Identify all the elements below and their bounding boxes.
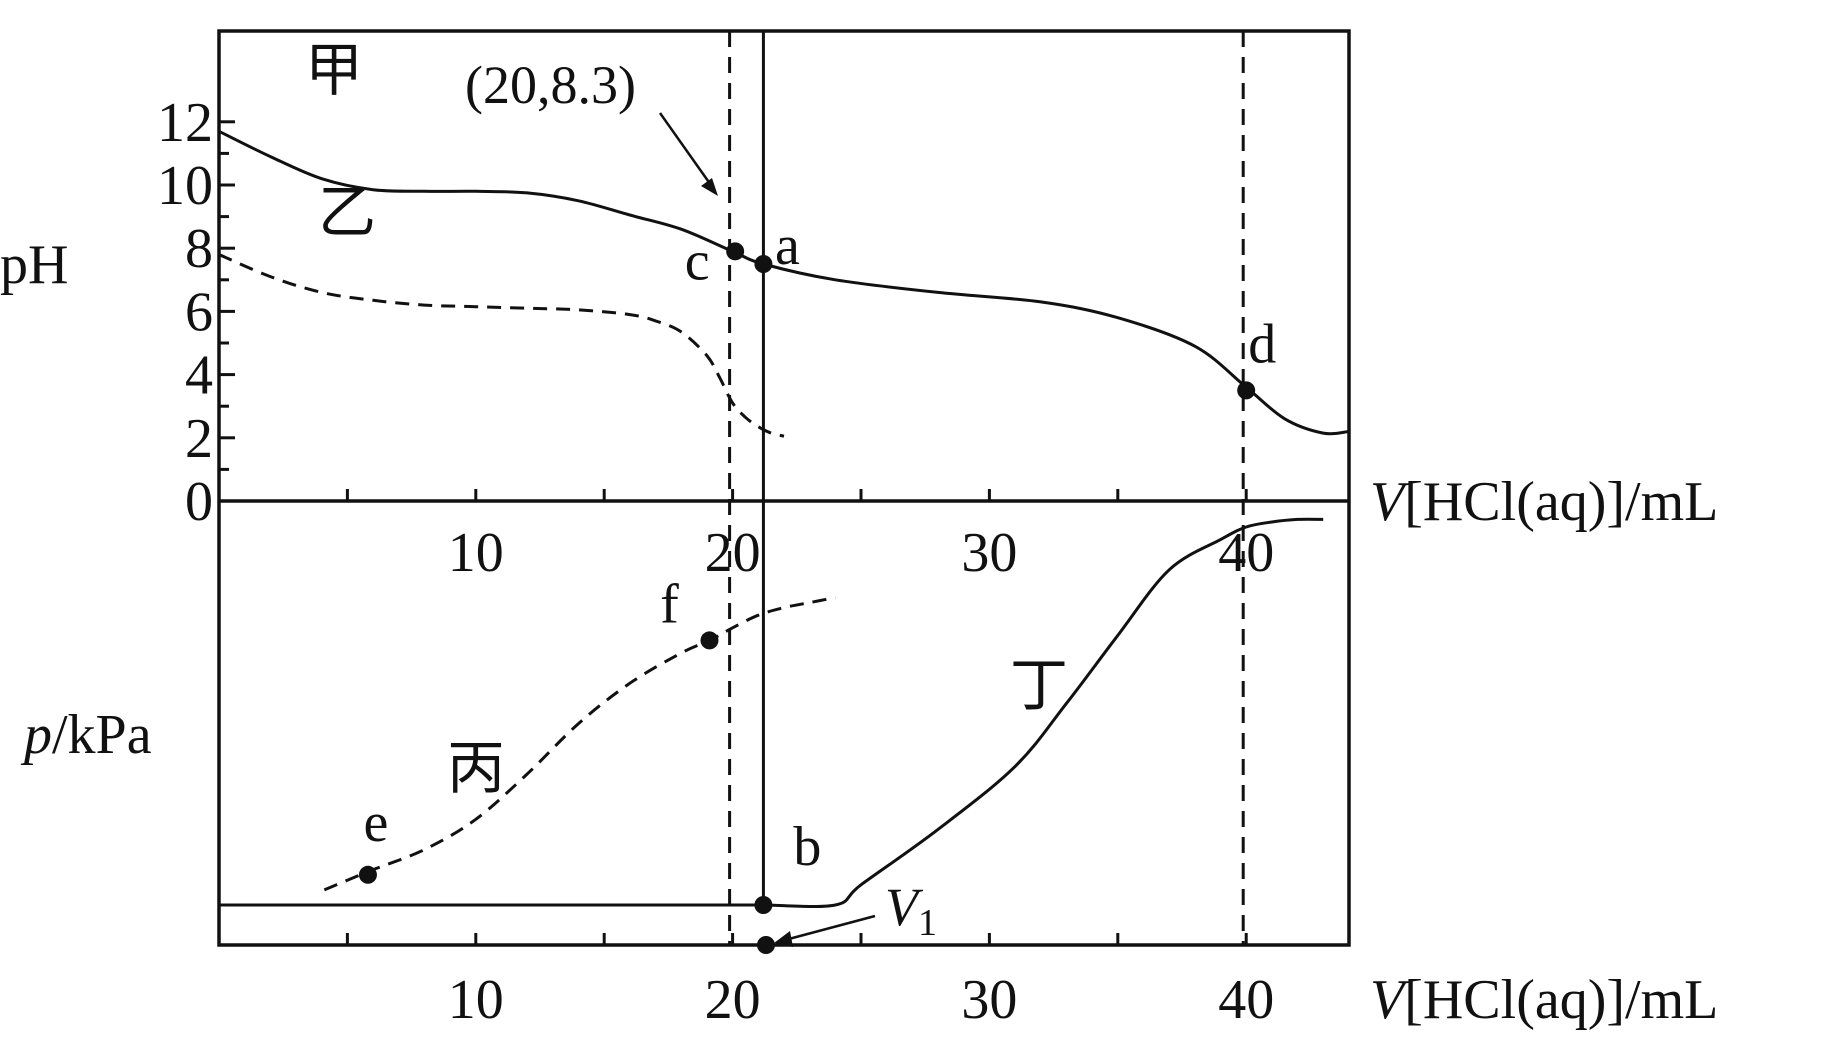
ph-y-tick-label: 2 bbox=[185, 408, 213, 470]
point-c bbox=[726, 242, 745, 261]
point-label-e: e bbox=[364, 792, 389, 854]
pressure-x-ticks: 10 20 30 40 bbox=[345, 933, 1274, 1031]
pressure-x-tick-label: 20 bbox=[705, 969, 761, 1031]
pressure-x-tick-label: 30 bbox=[961, 969, 1017, 1031]
series-yi-label: 乙 bbox=[318, 180, 376, 245]
series-jia-label: 甲 bbox=[305, 38, 363, 103]
point-f bbox=[700, 631, 719, 650]
point-d bbox=[1237, 381, 1256, 400]
pressure-points: e f b bbox=[358, 573, 821, 954]
point-label-f: f bbox=[660, 573, 679, 635]
point-b bbox=[754, 896, 773, 914]
point-label-c: c bbox=[685, 230, 710, 292]
ph-x-ticks: 10 20 30 40 bbox=[345, 489, 1274, 584]
ph-x-tick-label: 30 bbox=[961, 522, 1017, 584]
point-label-d: d bbox=[1248, 313, 1276, 375]
pressure-x-axis-title: V[HCl(aq)]/mL bbox=[1370, 969, 1718, 1031]
ph-y-tick-label: 6 bbox=[185, 281, 213, 343]
series-ding-label: 丁 bbox=[1010, 653, 1068, 718]
ph-points: c a d bbox=[685, 215, 1276, 400]
series-ding-line bbox=[219, 517, 1324, 909]
point-e bbox=[358, 865, 377, 884]
v1-arrowhead bbox=[774, 931, 793, 947]
ph-x-axis-title: V[HCl(aq)]/mL bbox=[1370, 471, 1718, 533]
point-label-b: b bbox=[793, 816, 821, 878]
ph-y-tick-label: 4 bbox=[185, 345, 213, 407]
series-jia-line bbox=[218, 129, 1350, 436]
reference-lines bbox=[728, 31, 1245, 945]
point-a bbox=[754, 255, 773, 273]
ph-y-tick-label: 10 bbox=[157, 155, 213, 217]
series-bing-label: 丙 bbox=[447, 736, 505, 801]
annotation-arrowhead bbox=[701, 178, 718, 196]
pressure-x-tick-label: 40 bbox=[1218, 969, 1274, 1031]
point-label-a: a bbox=[775, 215, 800, 277]
series-yi-line bbox=[218, 253, 785, 438]
point-v1 bbox=[756, 936, 775, 954]
pressure-x-tick-label: 10 bbox=[448, 969, 504, 1031]
plot-frame bbox=[217, 29, 1351, 947]
v1-arrow-line bbox=[784, 914, 876, 942]
ph-x-tick-label: 20 bbox=[705, 522, 761, 584]
annotation-arrow-line bbox=[658, 112, 715, 189]
ph-x-tick-label: 10 bbox=[448, 522, 504, 584]
pressure-y-axis-title: p/kPa bbox=[20, 704, 152, 766]
ph-y-axis-title: pH bbox=[0, 234, 68, 296]
ph-y-tick-label: 8 bbox=[185, 218, 213, 280]
ph-y-tick-label: 0 bbox=[185, 471, 213, 533]
annotation-20-8.3: (20,8.3) bbox=[465, 55, 636, 115]
v1-label: V1 bbox=[885, 877, 937, 944]
ph-y-tick-label: 12 bbox=[157, 92, 213, 154]
series-bing-line bbox=[323, 596, 836, 892]
ph-x-tick-label: 40 bbox=[1218, 522, 1274, 584]
